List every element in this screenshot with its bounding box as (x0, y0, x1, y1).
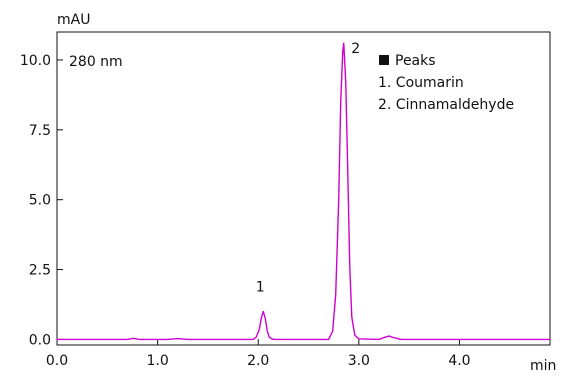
legend-entry-1: 1. Coumarin (378, 75, 464, 91)
y-tick-label: 5.0 (29, 193, 51, 209)
wavelength-annotation: 280 nm (69, 54, 123, 70)
legend-entry-2: 2. Cinnamaldehyde (378, 97, 514, 113)
x-tick-label: 0.0 (46, 353, 68, 369)
y-tick-label: 2.5 (29, 263, 51, 279)
x-axis-label: min (530, 358, 556, 374)
legend-title: Peaks (395, 53, 436, 69)
y-axis: 0.0 2.5 5.0 7.5 10.0 (20, 53, 63, 348)
x-tick-label: 3.0 (348, 353, 370, 369)
y-tick-label: 10.0 (20, 53, 51, 69)
peak-label: 2 (351, 41, 360, 57)
peak-label: 1 (256, 279, 265, 295)
y-tick-label: 7.5 (29, 123, 51, 139)
x-tick-label: 1.0 (146, 353, 168, 369)
series-line (56, 42, 551, 341)
x-tick-label: 4.0 (448, 353, 470, 369)
x-tick-label: 2.0 (247, 353, 269, 369)
plot-area (56, 31, 551, 346)
x-axis: 0.0 1.0 2.0 3.0 4.0 (46, 339, 471, 369)
peak-labels: 12 (256, 41, 360, 295)
legend-marker (379, 55, 389, 65)
legend: Peaks 1. Coumarin 2. Cinnamaldehyde (378, 53, 514, 113)
y-tick-label: 0.0 (29, 332, 51, 348)
y-axis-label: mAU (57, 12, 90, 28)
